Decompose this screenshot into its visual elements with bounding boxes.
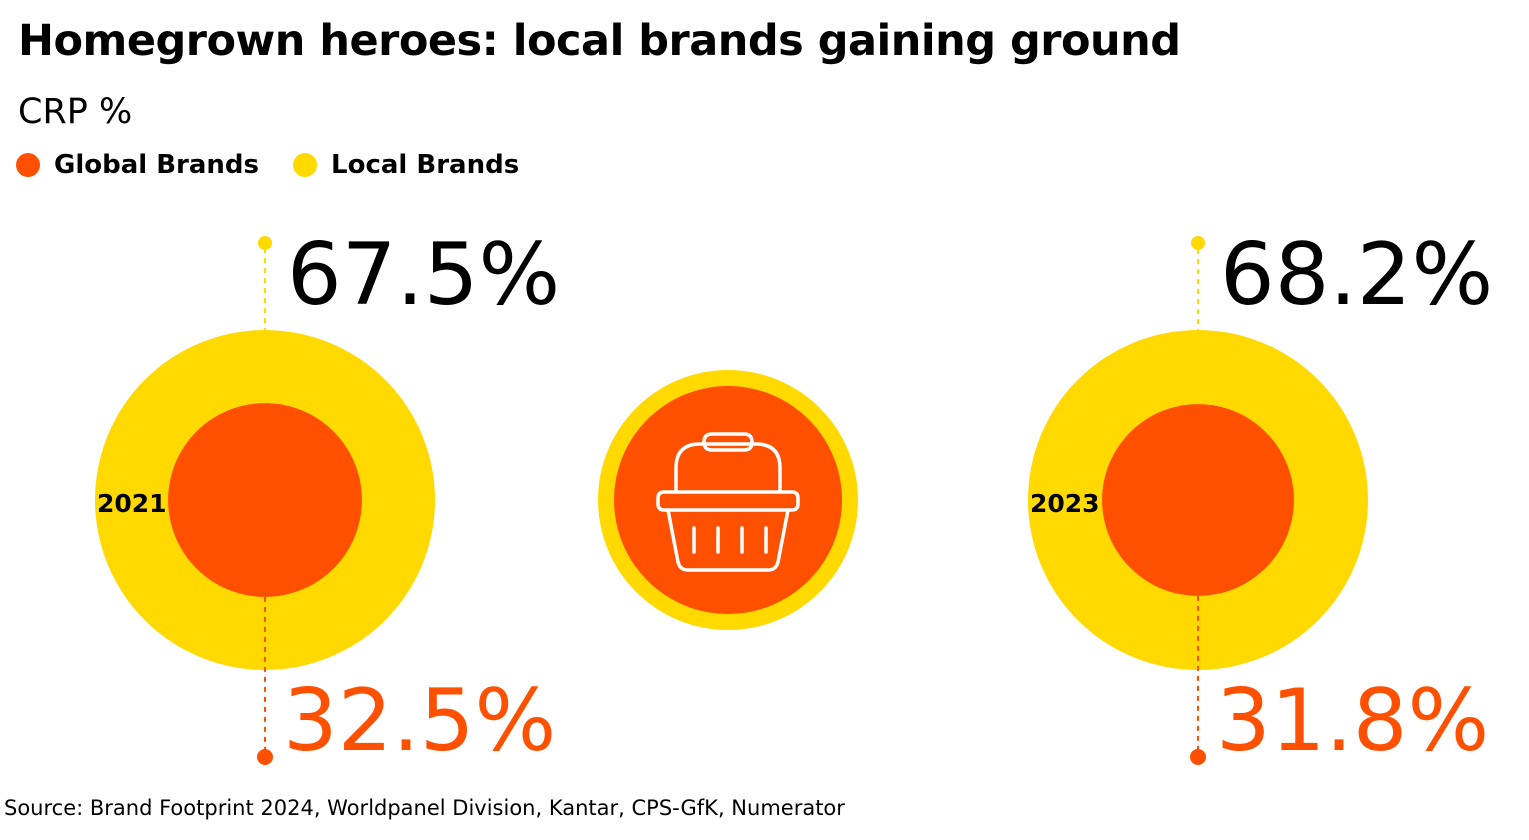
chart-title: Homegrown heroes: local brands gaining g… xyxy=(18,16,1181,66)
category-label-2021: 2021 xyxy=(97,489,167,518)
chart-subtitle: CRP % xyxy=(18,92,133,132)
shopping-basket-icon xyxy=(656,432,800,572)
global-leader-dot-2021 xyxy=(257,749,273,765)
global-brands-circle-2023 xyxy=(1102,404,1294,596)
legend-label-global: Global Brands xyxy=(54,150,260,180)
global-brands-circle-2021 xyxy=(168,403,362,597)
category-label-2023: 2023 xyxy=(1030,489,1100,518)
legend-label-local: Local Brands xyxy=(331,150,520,180)
chart-area: 67.5% 32.5% 2021 68.2% 31.8% 2023 xyxy=(95,225,1493,771)
local-value-label-2021: 67.5% xyxy=(287,225,560,325)
legend-swatch-global xyxy=(16,153,40,177)
legend-item-local: Local Brands xyxy=(293,150,519,180)
local-value-label-2023: 68.2% xyxy=(1220,225,1493,325)
legend-swatch-local xyxy=(293,153,318,177)
source-note: Source: Brand Footprint 2024, Worldpanel… xyxy=(4,796,845,820)
legend-item-global: Global Brands xyxy=(16,150,259,180)
global-value-label-2021: 32.5% xyxy=(283,671,556,771)
local-leader-dot-2023 xyxy=(1191,236,1205,250)
global-value-label-2023: 31.8% xyxy=(1216,671,1489,771)
basket-icon-background xyxy=(614,386,842,614)
global-leader-dot-2023 xyxy=(1190,749,1206,765)
legend: Global Brands Local Brands xyxy=(16,150,553,180)
local-leader-dot-2021 xyxy=(258,236,272,250)
